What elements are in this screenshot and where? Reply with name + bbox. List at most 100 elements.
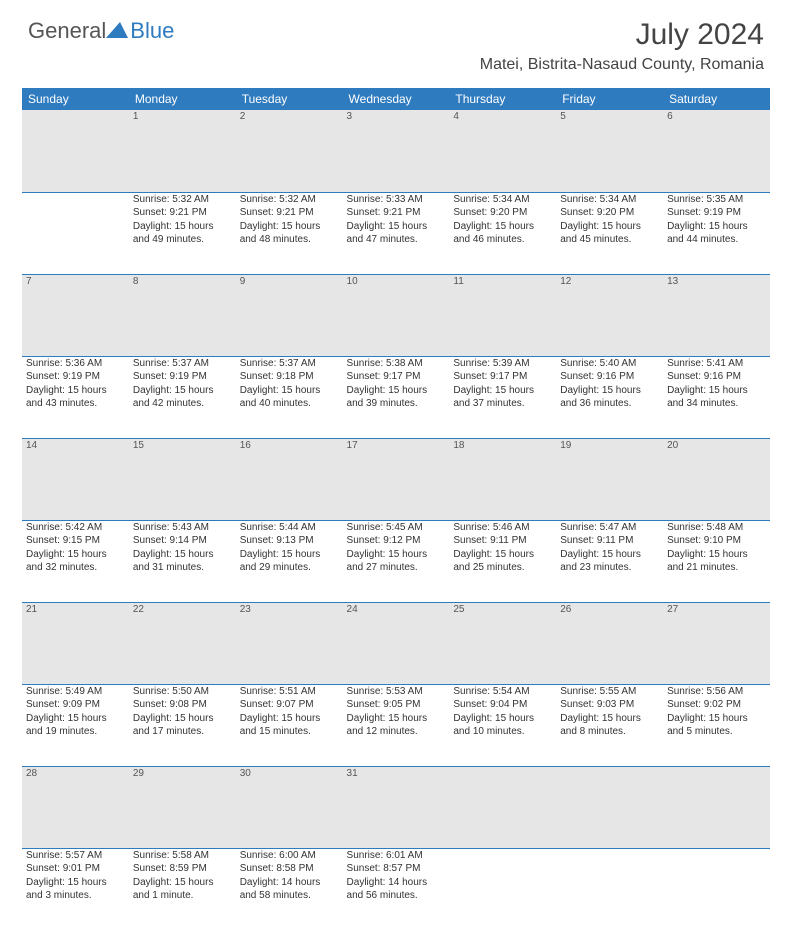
day-cell: Sunrise: 5:49 AMSunset: 9:09 PMDaylight:…: [22, 684, 129, 766]
logo-text-blue: Blue: [130, 18, 174, 44]
sunset-text: Sunset: 9:21 PM: [240, 206, 339, 220]
day-cell: Sunrise: 5:58 AMSunset: 8:59 PMDaylight:…: [129, 848, 236, 930]
sunrise-text: Sunrise: 5:37 AM: [133, 357, 232, 371]
day-cell: Sunrise: 5:57 AMSunset: 9:01 PMDaylight:…: [22, 848, 129, 930]
daylight-text: Daylight: 15 hours and 3 minutes.: [26, 876, 125, 903]
daylight-text: Daylight: 15 hours and 29 minutes.: [240, 548, 339, 575]
daylight-text: Daylight: 15 hours and 46 minutes.: [453, 220, 552, 247]
daylight-text: Daylight: 15 hours and 42 minutes.: [133, 384, 232, 411]
sunset-text: Sunset: 9:04 PM: [453, 698, 552, 712]
day-cell: Sunrise: 5:32 AMSunset: 9:21 PMDaylight:…: [129, 192, 236, 274]
day-cell: Sunrise: 5:47 AMSunset: 9:11 PMDaylight:…: [556, 520, 663, 602]
daylight-text: Daylight: 15 hours and 25 minutes.: [453, 548, 552, 575]
sunset-text: Sunset: 8:58 PM: [240, 862, 339, 876]
day-cell: Sunrise: 5:46 AMSunset: 9:11 PMDaylight:…: [449, 520, 556, 602]
calendar-table: Sunday Monday Tuesday Wednesday Thursday…: [22, 88, 770, 930]
month-title: July 2024: [480, 18, 764, 52]
sunrise-text: Sunrise: 5:40 AM: [560, 357, 659, 371]
day-number-cell: 22: [129, 602, 236, 684]
sunrise-text: Sunrise: 5:48 AM: [667, 521, 766, 535]
daylight-text: Daylight: 15 hours and 19 minutes.: [26, 712, 125, 739]
title-block: July 2024 Matei, Bistrita-Nasaud County,…: [480, 18, 764, 74]
week-row: Sunrise: 5:42 AMSunset: 9:15 PMDaylight:…: [22, 520, 770, 602]
day-cell: Sunrise: 5:42 AMSunset: 9:15 PMDaylight:…: [22, 520, 129, 602]
sunset-text: Sunset: 9:17 PM: [453, 370, 552, 384]
sunrise-text: Sunrise: 5:36 AM: [26, 357, 125, 371]
sunset-text: Sunset: 9:11 PM: [560, 534, 659, 548]
day-number-cell: 20: [663, 438, 770, 520]
day-number-row: 78910111213: [22, 274, 770, 356]
sunrise-text: Sunrise: 5:41 AM: [667, 357, 766, 371]
day-cell: Sunrise: 5:56 AMSunset: 9:02 PMDaylight:…: [663, 684, 770, 766]
day-cell: [663, 848, 770, 930]
day-number-cell: 12: [556, 274, 663, 356]
day-cell: Sunrise: 5:54 AMSunset: 9:04 PMDaylight:…: [449, 684, 556, 766]
day-number-cell: 23: [236, 602, 343, 684]
day-cell: Sunrise: 5:50 AMSunset: 9:08 PMDaylight:…: [129, 684, 236, 766]
day-number-cell: 21: [22, 602, 129, 684]
sunset-text: Sunset: 9:12 PM: [347, 534, 446, 548]
day-number-cell: 29: [129, 766, 236, 848]
daylight-text: Daylight: 15 hours and 31 minutes.: [133, 548, 232, 575]
sunrise-text: Sunrise: 5:53 AM: [347, 685, 446, 699]
day-number-cell: 4: [449, 110, 556, 192]
day-cell: Sunrise: 5:38 AMSunset: 9:17 PMDaylight:…: [343, 356, 450, 438]
sunset-text: Sunset: 8:57 PM: [347, 862, 446, 876]
day-cell: Sunrise: 6:01 AMSunset: 8:57 PMDaylight:…: [343, 848, 450, 930]
logo: General Blue: [28, 18, 174, 44]
daylight-text: Daylight: 15 hours and 1 minute.: [133, 876, 232, 903]
sunrise-text: Sunrise: 5:35 AM: [667, 193, 766, 207]
sunrise-text: Sunrise: 5:43 AM: [133, 521, 232, 535]
day-number-cell: 31: [343, 766, 450, 848]
sunset-text: Sunset: 9:21 PM: [347, 206, 446, 220]
day-cell: Sunrise: 5:48 AMSunset: 9:10 PMDaylight:…: [663, 520, 770, 602]
day-cell: Sunrise: 5:34 AMSunset: 9:20 PMDaylight:…: [449, 192, 556, 274]
weekday-header: Monday: [129, 88, 236, 110]
sunset-text: Sunset: 9:15 PM: [26, 534, 125, 548]
sunset-text: Sunset: 9:10 PM: [667, 534, 766, 548]
daylight-text: Daylight: 15 hours and 45 minutes.: [560, 220, 659, 247]
sunrise-text: Sunrise: 5:33 AM: [347, 193, 446, 207]
weekday-header: Friday: [556, 88, 663, 110]
day-cell: Sunrise: 5:41 AMSunset: 9:16 PMDaylight:…: [663, 356, 770, 438]
sunrise-text: Sunrise: 5:34 AM: [453, 193, 552, 207]
week-row: Sunrise: 5:57 AMSunset: 9:01 PMDaylight:…: [22, 848, 770, 930]
day-number-cell: [22, 110, 129, 192]
day-number-cell: 2: [236, 110, 343, 192]
sunrise-text: Sunrise: 5:50 AM: [133, 685, 232, 699]
weekday-header: Wednesday: [343, 88, 450, 110]
day-number-cell: 16: [236, 438, 343, 520]
sunset-text: Sunset: 9:03 PM: [560, 698, 659, 712]
sunrise-text: Sunrise: 5:56 AM: [667, 685, 766, 699]
weekday-header-row: Sunday Monday Tuesday Wednesday Thursday…: [22, 88, 770, 110]
day-cell: Sunrise: 5:45 AMSunset: 9:12 PMDaylight:…: [343, 520, 450, 602]
weekday-header: Tuesday: [236, 88, 343, 110]
day-number-cell: 25: [449, 602, 556, 684]
daylight-text: Daylight: 15 hours and 43 minutes.: [26, 384, 125, 411]
day-cell: Sunrise: 5:33 AMSunset: 9:21 PMDaylight:…: [343, 192, 450, 274]
sunset-text: Sunset: 9:19 PM: [667, 206, 766, 220]
day-number-cell: [556, 766, 663, 848]
day-number-cell: 3: [343, 110, 450, 192]
sunset-text: Sunset: 9:11 PM: [453, 534, 552, 548]
sunset-text: Sunset: 9:19 PM: [26, 370, 125, 384]
sunset-text: Sunset: 9:20 PM: [453, 206, 552, 220]
day-number-cell: 14: [22, 438, 129, 520]
day-cell: Sunrise: 5:40 AMSunset: 9:16 PMDaylight:…: [556, 356, 663, 438]
day-number-cell: 18: [449, 438, 556, 520]
week-row: Sunrise: 5:36 AMSunset: 9:19 PMDaylight:…: [22, 356, 770, 438]
daylight-text: Daylight: 15 hours and 12 minutes.: [347, 712, 446, 739]
daylight-text: Daylight: 15 hours and 21 minutes.: [667, 548, 766, 575]
daylight-text: Daylight: 15 hours and 47 minutes.: [347, 220, 446, 247]
sunset-text: Sunset: 9:18 PM: [240, 370, 339, 384]
location-text: Matei, Bistrita-Nasaud County, Romania: [480, 56, 764, 74]
daylight-text: Daylight: 15 hours and 8 minutes.: [560, 712, 659, 739]
day-number-cell: 15: [129, 438, 236, 520]
sunrise-text: Sunrise: 5:44 AM: [240, 521, 339, 535]
sunset-text: Sunset: 8:59 PM: [133, 862, 232, 876]
sunset-text: Sunset: 9:01 PM: [26, 862, 125, 876]
daylight-text: Daylight: 15 hours and 32 minutes.: [26, 548, 125, 575]
day-number-row: 123456: [22, 110, 770, 192]
daylight-text: Daylight: 15 hours and 23 minutes.: [560, 548, 659, 575]
day-number-cell: 7: [22, 274, 129, 356]
